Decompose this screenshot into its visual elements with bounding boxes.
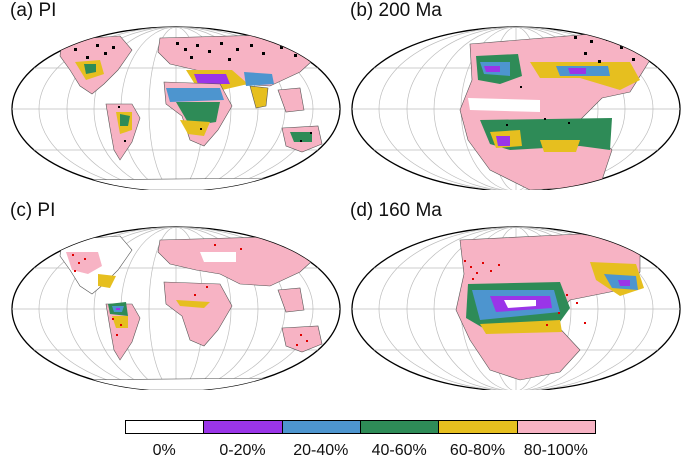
map-d: [351, 226, 681, 390]
legend-swatch: [281, 420, 361, 434]
map-b: [351, 26, 681, 190]
legend-label: 0-20%: [219, 442, 266, 459]
map-panel-b: (b) 200 Ma: [340, 0, 690, 190]
legend-label: 20-40%: [293, 442, 349, 459]
legend-swatch: [438, 420, 518, 434]
legend-swatch: [203, 420, 283, 434]
legend-label: 60-80%: [449, 442, 506, 459]
colorbar-legend: 0% 0-20% 20-40% 40-60% 60-80% 80-100%: [125, 420, 596, 459]
legend-swatch: [516, 420, 596, 434]
map-panel-a: (a) PI: [0, 0, 350, 190]
map-panel-d: (d) 160 Ma: [340, 200, 690, 390]
legend-label: 80-100%: [523, 442, 588, 459]
panel-title: (d) 160 Ma: [350, 200, 442, 221]
panel-title: (a) PI: [10, 0, 57, 21]
map-a: [11, 26, 341, 190]
legend-label: 0%: [152, 442, 176, 459]
panel-title: (b) 200 Ma: [350, 0, 442, 21]
panel-title: (c) PI: [10, 200, 56, 221]
legend-swatch: [125, 420, 205, 434]
legend-label: 40-60%: [371, 442, 427, 459]
map-panel-c: (c) PI: [0, 200, 350, 390]
map-c: [11, 226, 341, 390]
legend-swatch: [360, 420, 440, 434]
